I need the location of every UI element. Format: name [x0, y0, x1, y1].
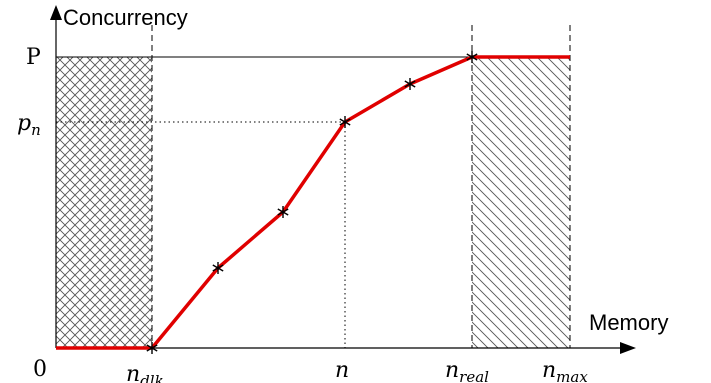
arrow-head-icon: [50, 5, 62, 20]
n-max-label: nmax: [542, 358, 588, 383]
excess-memory-region: [472, 57, 570, 348]
asterisk-icon: [212, 262, 224, 274]
y-axis-label: Concurrency: [63, 5, 188, 30]
n-real-label: nreal: [445, 358, 489, 383]
p-n-label: pn: [17, 111, 41, 139]
n-label: n: [335, 358, 349, 383]
p-max-label: P: [26, 45, 41, 70]
asterisk-icon: [146, 342, 158, 354]
concurrency-curve: [56, 55, 570, 350]
origin-label: 0: [33, 357, 47, 382]
asterisk-icon: [277, 206, 289, 218]
asterisk-icon: [404, 78, 416, 90]
n-dlk-label: ndlk: [126, 362, 164, 383]
asterisk-icon: [466, 51, 478, 63]
asterisk-icon: [339, 116, 351, 128]
arrow-head-icon: [620, 342, 636, 354]
deadlock-region: [56, 57, 152, 348]
x-axis-label: Memory: [589, 310, 668, 335]
